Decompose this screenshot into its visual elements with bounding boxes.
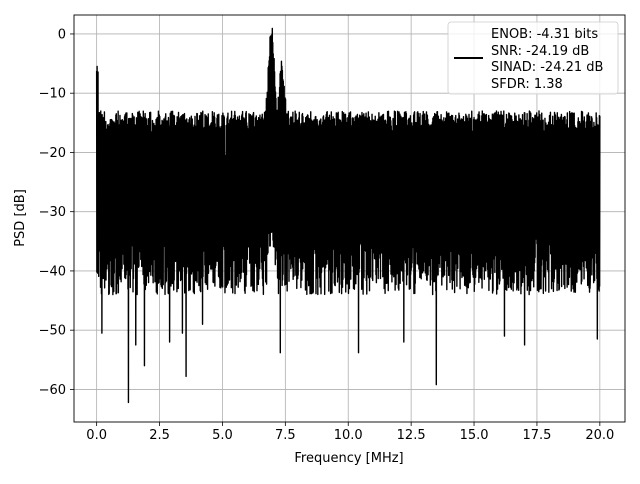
legend: ENOB: -4.31 bits SNR: -24.19 dB SINAD: -… xyxy=(447,21,619,95)
legend-snr: SNR: -24.19 dB xyxy=(491,44,589,59)
y-tick-label: −50 xyxy=(39,324,66,339)
x-tick-label: 15.0 xyxy=(460,428,489,443)
x-tick-label: 0.0 xyxy=(86,428,107,443)
y-axis-label: PSD [dB] xyxy=(13,189,28,247)
y-tick-label: −10 xyxy=(39,87,66,102)
x-tick-label: 7.5 xyxy=(275,428,296,443)
legend-enob: ENOB: -4.31 bits xyxy=(491,27,598,42)
y-tick-label: −60 xyxy=(39,383,66,398)
legend-box xyxy=(447,21,619,95)
x-tick-label: 20.0 xyxy=(585,428,614,443)
plot-frame xyxy=(73,14,626,423)
x-tick-label: 10.0 xyxy=(334,428,363,443)
x-tick-label: 2.5 xyxy=(149,428,170,443)
y-tick-label: −20 xyxy=(39,146,66,161)
y-axis-ticks: 0 −10 −20 −30 −40 −50 −60 xyxy=(39,27,74,398)
legend-sfdr: SFDR: 1.38 xyxy=(491,77,563,92)
psd-series-line xyxy=(95,27,601,404)
x-tick-label: 12.5 xyxy=(397,428,426,443)
x-axis-label: Frequency [MHz] xyxy=(294,451,403,466)
y-tick-label: −40 xyxy=(39,264,66,279)
psd-trace-group xyxy=(95,27,601,404)
x-tick-label: 5.0 xyxy=(212,428,233,443)
y-tick-label: 0 xyxy=(58,27,66,42)
legend-sinad: SINAD: -24.21 dB xyxy=(491,60,603,75)
y-tick-label: −30 xyxy=(39,205,66,220)
x-tick-label: 17.5 xyxy=(522,428,551,443)
x-axis-ticks: 0.0 2.5 5.0 7.5 10.0 12.5 15.0 17.5 20.0 xyxy=(86,422,614,443)
